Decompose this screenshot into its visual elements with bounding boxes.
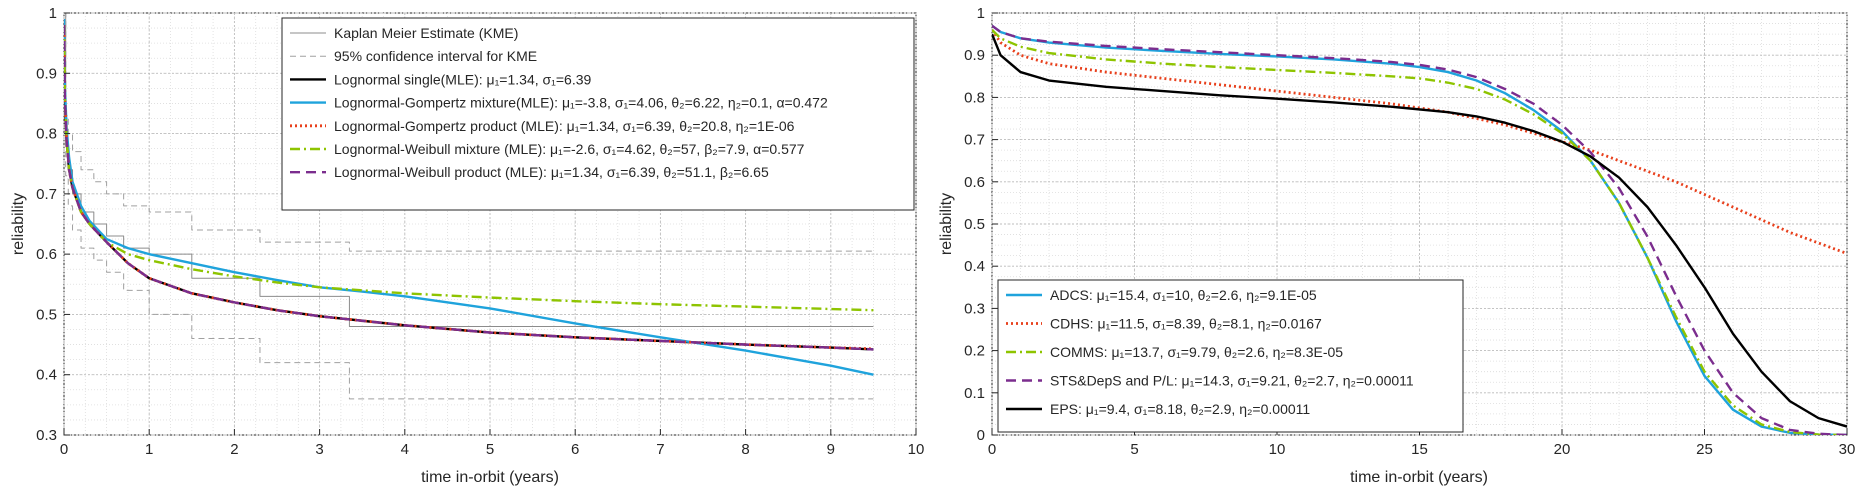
series-line-1 [64,13,874,252]
x-tick-label: 5 [486,441,494,458]
legend-series-params: μ₁=-2.6, σ₁=4.62, θ₂=57, β₂=7.9, α=0.577 [546,141,804,157]
series-layer-right [992,24,1847,435]
legend-entry: COMMS: μ₁=13.7, σ₁=9.79, θ₂=2.6, η₂=8.3E… [1050,344,1343,360]
legend-entry: Lognormal single(MLE): μ₁=1.34, σ₁=6.39 [334,71,592,87]
y-tick-label: 0.3 [964,300,985,317]
x-tick-label: 9 [827,441,835,458]
series-line-0 [992,24,1847,435]
y-tick-label: 0.4 [36,367,57,384]
y-tick-label: 0.6 [964,174,985,191]
legend-series-name: Kaplan Meier Estimate (KME) [334,25,518,41]
y-axis-label-right: reliability [938,193,955,255]
y-tick-label: 0.8 [36,126,57,143]
y-tick-label: 0.1 [964,385,985,402]
x-tick-label: 4 [401,441,409,458]
legend-series-name: STS&DepS and P/L: [1050,373,1178,389]
legend-series-params: μ₁=15.4, σ₁=10, θ₂=2.6, η₂=9.1E-05 [1093,287,1317,303]
legend-box [997,279,1464,433]
legend-series-name: Lognormal-Weibull product (MLE): [334,164,547,180]
x-tick-label: 25 [1696,441,1713,458]
series-layer-left [64,13,874,400]
legend-series-params: μ₁=11.5, σ₁=8.39, θ₂=8.1, η₂=0.0167 [1094,316,1322,332]
y-tick-label: 0.7 [36,186,57,203]
y-tick-label: 1 [977,5,985,22]
y-tick-label: 0.7 [964,132,985,149]
legend-series-params: μ₁=1.34, σ₁=6.39 [483,71,592,87]
x-tick-label: 20 [1554,441,1571,458]
series-line-6 [64,25,874,312]
legend-entry: Kaplan Meier Estimate (KME) [334,25,518,41]
x-tick-label: 15 [1411,441,1428,458]
legend-series-name: COMMS: [1050,344,1108,360]
y-tick-label: 0.8 [964,89,985,106]
chart-right: 0 5 10 15 20 25 30 0 0.1 0.2 0.3 0.4 0.5 0.6 0.7 0.8 0.9… [938,5,1855,486]
legend-series-name: CDHS: [1050,316,1094,332]
x-tick-label: 0 [60,441,68,458]
series-line-4 [992,33,1847,428]
legend-entry: Lognormal-Weibull product (MLE): μ₁=1.34… [334,164,769,180]
legend-series-params: μ₁=9.4, σ₁=8.18, θ₂=2.9, η₂=0.00011 [1082,401,1310,417]
x-tick-label: 8 [741,441,749,458]
y-tick-label: 0.9 [36,65,57,82]
legend-series-name: 95% confidence interval for KME [334,48,537,64]
legend-box [281,17,915,211]
y-tick-label: 0.4 [964,258,985,275]
x-tick-label: 3 [315,441,323,458]
legend-entry: ADCS: μ₁=15.4, σ₁=10, θ₂=2.6, η₂=9.1E-05 [1050,287,1317,303]
x-tick-label: 1 [145,441,153,458]
series-line-4 [64,19,874,376]
series-line-7 [64,25,874,351]
legend-series-name: Lognormal-Gompertz product (MLE): [334,118,563,134]
y-tick-label: 0.3 [36,427,57,444]
legend-entry: 95% confidence interval for KME [334,48,537,64]
legend-series-name: Lognormal single(MLE): [334,71,483,87]
y-tick-label: 0.9 [964,47,985,64]
legend-series-params: μ₁=1.34, σ₁=6.39, θ₂=20.8, η₂=1E-06 [563,118,795,134]
ticks-right: 0 5 10 15 20 25 30 0 0.1 0.2 0.3 0.4 0.5 0.6 0.7 0.8 0.9… [964,5,1855,458]
legend-series-name: EPS: [1050,401,1082,417]
x-tick-label: 30 [1839,441,1856,458]
y-tick-label: 0.5 [964,216,985,233]
series-line-3 [992,24,1847,435]
x-tick-label: 0 [988,441,996,458]
x-axis-label-left: time in-orbit (years) [421,469,559,486]
legend-series-params: μ₁=13.7, σ₁=9.79, θ₂=2.6, η₂=8.3E-05 [1108,344,1344,360]
x-tick-label: 7 [656,441,664,458]
x-tick-label: 2 [230,441,238,458]
ticks-left: 0 1 2 3 4 5 6 7 8 9 10 0.3 0.4 0.5 0.6 0.7 0.8 0.9 1 [36,5,924,458]
y-tick-label: 1 [49,5,57,22]
legend-left: Kaplan Meier Estimate (KME) 95% confidenc… [281,17,915,211]
x-tick-label: 10 [1269,441,1286,458]
y-tick-label: 0 [977,427,985,444]
x-tick-label: 10 [908,441,925,458]
x-axis-label-right: time in-orbit (years) [1350,469,1488,486]
x-tick-label: 6 [571,441,579,458]
legend-series-name: ADCS: [1050,287,1093,303]
series-line-2 [992,29,1847,435]
legend-series-name: Lognormal-Weibull mixture (MLE): [334,141,546,157]
legend-entry: Lognormal-Gompertz product (MLE): μ₁=1.3… [334,118,795,134]
legend-series-name: Lognormal-Gompertz mixture(MLE): [334,95,558,111]
legend-entry: STS&DepS and P/L: μ₁=14.3, σ₁=9.21, θ₂=2… [1050,373,1414,389]
legend-entry: EPS: μ₁=9.4, σ₁=8.18, θ₂=2.9, η₂=0.00011 [1050,401,1310,417]
y-axis-label-left: reliability [10,193,27,255]
legend-entry: Lognormal-Gompertz mixture(MLE): μ₁=-3.8… [334,95,828,111]
legend-entry: CDHS: μ₁=11.5, σ₁=8.39, θ₂=8.1, η₂=0.016… [1050,316,1322,332]
y-tick-label: 0.2 [964,343,985,360]
legend-series-params: μ₁=-3.8, σ₁=4.06, θ₂=6.22, η₂=0.1, α=0.4… [558,95,828,111]
series-line-2 [64,13,874,400]
legend-series-params: μ₁=1.34, σ₁=6.39, θ₂=51.1, β₂=6.65 [547,164,769,180]
legend-right: ADCS: μ₁=15.4, σ₁=10, θ₂=2.6, η₂=9.1E-05… [997,279,1464,433]
legend-entry: Lognormal-Weibull mixture (MLE): μ₁=-2.6… [334,141,805,157]
y-tick-label: 0.5 [36,306,57,323]
legend-series-params: μ₁=14.3, σ₁=9.21, θ₂=2.7, η₂=0.00011 [1178,373,1414,389]
x-tick-label: 5 [1130,441,1138,458]
chart-left: 0 1 2 3 4 5 6 7 8 9 10 0.3 0.4 0.5 0.6 0.7 0.8 0.9 1 time … [10,5,924,486]
y-tick-label: 0.6 [36,246,57,263]
